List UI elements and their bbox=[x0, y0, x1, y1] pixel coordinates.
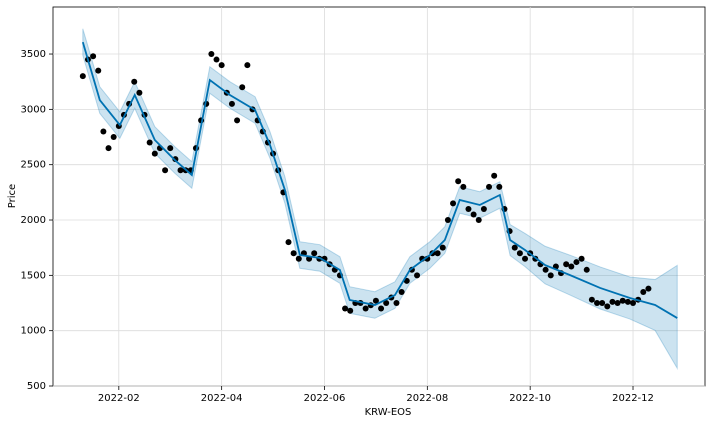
observed-point bbox=[362, 305, 369, 312]
observed-point bbox=[177, 167, 184, 174]
observed-point bbox=[434, 250, 441, 257]
observed-point bbox=[604, 303, 611, 310]
observed-point bbox=[79, 73, 86, 80]
x-tick-label: 2022-06 bbox=[304, 393, 346, 404]
observed-point bbox=[218, 62, 225, 69]
observed-point bbox=[398, 288, 405, 295]
y-tick-label: 3500 bbox=[21, 49, 46, 60]
y-tick-label: 500 bbox=[27, 381, 46, 392]
observed-point bbox=[640, 288, 647, 295]
observed-point bbox=[136, 89, 143, 96]
observed-point bbox=[470, 211, 477, 218]
x-tick-label: 2022-04 bbox=[201, 393, 243, 404]
observed-point bbox=[342, 305, 349, 312]
observed-point bbox=[372, 297, 379, 304]
observed-point bbox=[583, 266, 590, 273]
observed-point bbox=[105, 145, 112, 152]
y-tick-label: 2000 bbox=[21, 215, 46, 226]
observed-point bbox=[630, 300, 637, 307]
observed-point bbox=[619, 297, 626, 304]
uncertainty-band bbox=[82, 28, 678, 371]
y-tick-label: 3000 bbox=[21, 104, 46, 115]
observed-point bbox=[511, 244, 518, 251]
observed-point bbox=[516, 250, 523, 257]
observed-point bbox=[90, 53, 97, 60]
observed-point bbox=[393, 300, 400, 307]
observed-point bbox=[162, 167, 169, 174]
observed-point bbox=[146, 139, 153, 146]
observed-point bbox=[213, 56, 220, 63]
x-tick-label: 2022-08 bbox=[406, 393, 448, 404]
observed-point bbox=[295, 255, 302, 262]
observed-point bbox=[486, 183, 493, 190]
observed-point bbox=[609, 298, 616, 305]
observed-point bbox=[542, 266, 549, 273]
observed-point bbox=[131, 78, 138, 85]
observed-point bbox=[311, 250, 318, 257]
observed-point bbox=[522, 255, 529, 262]
observed-point bbox=[95, 67, 102, 74]
observed-point bbox=[450, 200, 457, 207]
observed-point bbox=[460, 183, 467, 190]
observed-point bbox=[228, 100, 235, 107]
y-axis-label: Price bbox=[7, 184, 18, 208]
x-axis-label: KRW-EOS bbox=[365, 407, 412, 418]
y-tick-label: 1000 bbox=[21, 326, 46, 337]
observed-point bbox=[645, 285, 652, 292]
observed-point bbox=[444, 217, 451, 224]
forecast-line bbox=[81, 41, 678, 319]
observed-point bbox=[151, 150, 158, 157]
observed-point bbox=[568, 263, 575, 270]
observed-point bbox=[594, 300, 601, 307]
observed-point bbox=[475, 217, 482, 224]
observed-point bbox=[480, 205, 487, 212]
observed-point bbox=[599, 300, 606, 307]
observed-point bbox=[573, 259, 580, 266]
observed-point bbox=[378, 305, 385, 312]
observed-point bbox=[578, 255, 585, 262]
x-tick-label: 2022-10 bbox=[509, 393, 551, 404]
observed-point bbox=[234, 117, 241, 124]
observed-point bbox=[588, 296, 595, 303]
observed-point bbox=[439, 244, 446, 251]
plot-frame bbox=[52, 6, 706, 387]
observed-point bbox=[414, 272, 421, 279]
observed-point bbox=[285, 239, 292, 246]
observed-point bbox=[290, 250, 297, 257]
observed-point bbox=[244, 62, 251, 69]
observed-point bbox=[624, 298, 631, 305]
observed-point bbox=[100, 128, 107, 135]
y-tick-label: 2500 bbox=[21, 160, 46, 171]
observed-point bbox=[455, 178, 462, 185]
observed-point bbox=[347, 307, 354, 314]
observed-point bbox=[383, 300, 390, 307]
observed-point bbox=[614, 300, 621, 307]
observed-point bbox=[465, 205, 472, 212]
y-tick-label: 1500 bbox=[21, 270, 46, 281]
observed-point bbox=[547, 272, 554, 279]
observed-point bbox=[563, 261, 570, 268]
observed-point bbox=[239, 84, 246, 91]
observed-point bbox=[167, 145, 174, 152]
x-tick-label: 2022-02 bbox=[98, 393, 140, 404]
observed-point bbox=[491, 172, 498, 179]
observed-point bbox=[496, 183, 503, 190]
observed-point bbox=[110, 134, 117, 141]
x-tick-label: 2022-12 bbox=[612, 393, 654, 404]
observed-point bbox=[208, 51, 215, 58]
